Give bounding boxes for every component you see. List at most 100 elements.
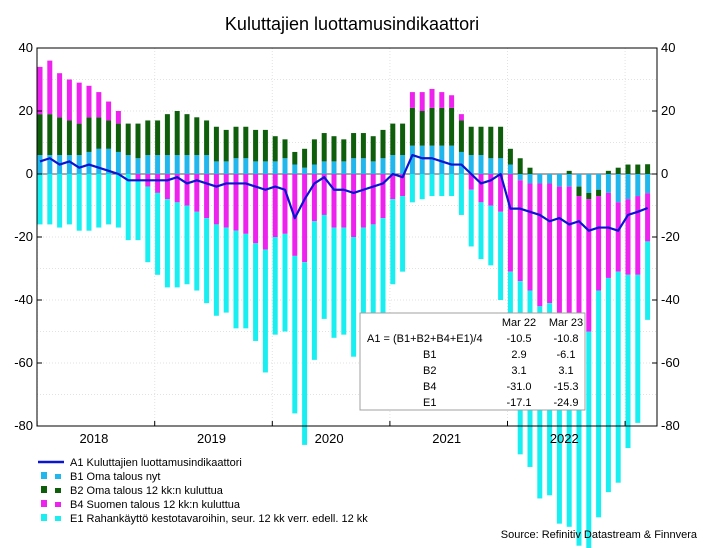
bar-segment	[566, 186, 572, 319]
bar-segment	[115, 174, 121, 228]
bar-segment	[204, 218, 210, 304]
bar-segment	[409, 145, 415, 174]
info-table-row-label: E1	[423, 397, 436, 409]
info-table-cell: -24.9	[553, 397, 578, 409]
bar-segment	[419, 174, 425, 200]
bar-segment	[341, 139, 347, 162]
bar-segment	[47, 60, 53, 115]
info-table-cell: -17.1	[506, 397, 531, 409]
legend-swatch-b2	[41, 486, 47, 493]
bar-segment	[380, 218, 386, 338]
bar-segment	[213, 174, 219, 225]
bar-segment	[164, 155, 170, 174]
y-tick-label: -80	[14, 418, 33, 433]
bar-segment	[76, 123, 82, 156]
bar-segment	[37, 174, 43, 225]
legend: A1 Kuluttajien luottamusindikaattori B1 …	[38, 457, 368, 525]
bar-segment	[576, 196, 582, 335]
info-table-cell: -10.5	[506, 333, 531, 345]
legend-label-b1: B1 Oma talous nyt	[70, 471, 161, 483]
bar-segment	[125, 155, 131, 174]
bar-segment	[360, 227, 366, 341]
bar-segment	[223, 161, 229, 174]
bar-segment	[37, 66, 43, 115]
bar-segment	[488, 158, 494, 174]
y-ticks: 40 40 20 20 0 0 -20 -20 -40 -40 -60 -60 -80 -80	[14, 40, 680, 433]
bar-segment	[635, 274, 641, 423]
bar-segment	[351, 158, 357, 174]
bar-segment	[223, 129, 229, 162]
bar-segment	[341, 227, 347, 335]
bar-segment	[233, 158, 239, 174]
legend-swatch-b2-small	[55, 488, 61, 493]
y-tick-label: -60	[14, 355, 33, 370]
bar-segment	[282, 174, 288, 234]
info-table-cell: -15.3	[553, 381, 578, 393]
bar-segment	[243, 126, 249, 159]
bar-segment	[566, 170, 572, 174]
bar-segment	[370, 136, 376, 162]
bar-segment	[321, 133, 327, 162]
bar-segment	[194, 117, 200, 156]
bar-segment	[204, 174, 210, 219]
series-line	[39, 154, 648, 232]
bar-segment	[311, 164, 317, 174]
bar-segment	[135, 180, 141, 241]
info-table-row-label: B4	[423, 381, 436, 393]
bar-segment	[458, 174, 464, 215]
bar-segment	[272, 136, 278, 162]
bar-segment	[184, 155, 190, 174]
bar-segment	[96, 92, 102, 118]
bar-segment	[213, 224, 219, 316]
bar-segment	[537, 174, 543, 184]
bar-segment	[468, 155, 474, 174]
bar-segment	[86, 151, 92, 174]
bar-segment	[115, 123, 121, 152]
x-year-label: 2019	[197, 431, 226, 446]
bar-segment	[311, 221, 317, 360]
bar-segment	[576, 186, 582, 197]
bar-segment	[645, 174, 651, 194]
bar-segment	[605, 170, 611, 174]
bar-segment	[184, 174, 190, 206]
bar-segment	[556, 318, 562, 524]
bar-segment	[47, 174, 53, 225]
bar-segment	[262, 129, 268, 162]
bar-segment	[468, 126, 474, 156]
bar-segment	[76, 82, 82, 124]
bar-segment	[478, 174, 484, 203]
bar-segment	[184, 114, 190, 156]
bar-segment	[576, 174, 582, 187]
bar-segment	[645, 241, 651, 320]
bar-segment	[429, 88, 435, 108]
bar-segment	[302, 174, 308, 263]
bar-segment	[145, 155, 151, 174]
bar-segment	[449, 174, 455, 197]
info-table-box	[359, 312, 586, 411]
bar-segment	[292, 255, 298, 414]
bar-segment	[547, 183, 553, 304]
bar-segment	[596, 174, 602, 190]
info-table-cell: -10.8	[553, 333, 578, 345]
bar-segment	[253, 129, 259, 162]
bar-segment	[37, 114, 43, 156]
bar-segment	[468, 189, 474, 247]
bar-segment	[311, 139, 317, 165]
info-table-cell: 2.9	[511, 349, 526, 361]
legend-swatch-e1	[41, 514, 47, 521]
bar-segment	[390, 123, 396, 156]
bar-segment	[321, 214, 327, 319]
bar-segment	[370, 174, 376, 225]
bar-segment	[537, 183, 543, 307]
bar-segment	[223, 227, 229, 313]
bar-segment	[76, 174, 82, 231]
bar-segment	[449, 107, 455, 146]
bar-segment	[400, 155, 406, 174]
bar-segment	[360, 158, 366, 174]
bar-segment	[253, 161, 259, 174]
bar-segment	[272, 237, 278, 335]
bar-segment	[135, 174, 141, 181]
bar-segment	[86, 117, 92, 152]
bar-segment	[262, 174, 268, 250]
bar-segment	[282, 139, 288, 159]
